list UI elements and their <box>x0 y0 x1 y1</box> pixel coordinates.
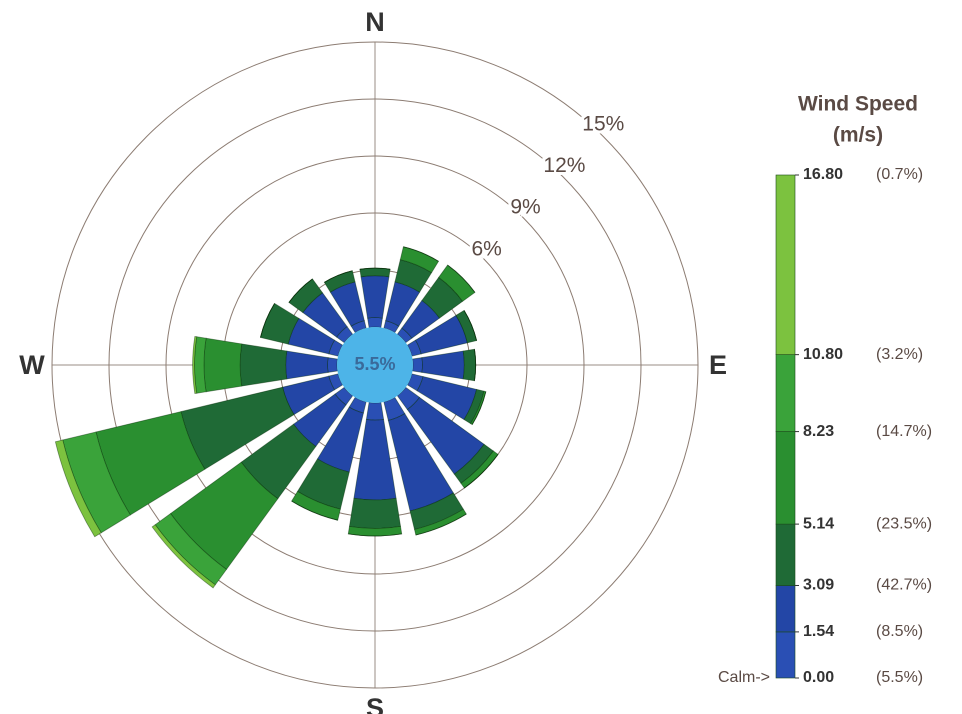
legend-tick-label: 10.80 <box>803 346 843 363</box>
bar-segment <box>324 270 353 283</box>
bar-segment <box>421 276 464 319</box>
bar-segment <box>285 350 329 380</box>
bar-segment <box>54 439 102 538</box>
ring-label: 6% <box>471 237 501 260</box>
bar-segment <box>347 525 403 537</box>
bar-segment <box>348 497 402 529</box>
bar-segment <box>385 281 421 327</box>
legend-tick-label: 16.80 <box>803 166 843 183</box>
bar-segment <box>359 267 391 278</box>
bar-segment <box>470 390 487 426</box>
direction-label: W <box>19 350 45 380</box>
legend-title: (m/s) <box>833 124 883 147</box>
bar-segment <box>194 336 207 394</box>
bar-segment <box>367 317 383 328</box>
bar-segment <box>323 270 356 293</box>
legend-share: (5.5%) <box>876 669 923 686</box>
legend-swatch <box>775 354 796 432</box>
calm-circle <box>337 327 413 403</box>
calm-label: 5.5% <box>354 354 395 374</box>
legend-swatch <box>775 174 796 355</box>
bar-segment <box>460 450 499 489</box>
bar-segment <box>401 299 441 339</box>
legend-swatch <box>775 431 796 525</box>
bar-segment <box>353 418 397 501</box>
bar-segment <box>327 357 338 373</box>
legend-share: (23.5%) <box>876 515 932 532</box>
bar-segment <box>414 314 468 355</box>
legend-swatch <box>775 585 796 633</box>
bar-segment <box>288 278 324 314</box>
bar-segment <box>348 533 402 537</box>
bar-segment <box>360 275 390 319</box>
legend-tick-label: 1.54 <box>803 623 834 640</box>
bar-segment <box>365 402 385 421</box>
direction-label: S <box>366 693 384 714</box>
bar-segment <box>259 302 300 345</box>
bar-segment <box>455 309 478 344</box>
bar-segment <box>192 336 198 394</box>
legend-share: (3.2%) <box>876 346 923 363</box>
bar-segment <box>203 337 243 393</box>
bar-segment <box>282 375 336 416</box>
ring-label: 15% <box>582 112 624 135</box>
bar-segment <box>297 458 350 510</box>
legend-swatch <box>775 523 796 586</box>
bar-segment <box>348 533 402 537</box>
calm-legend-label: Calm-> <box>718 669 770 686</box>
ring <box>108 98 642 632</box>
bar-segment <box>413 508 467 536</box>
bar-segment <box>291 490 341 521</box>
legend-share: (0.7%) <box>876 166 923 183</box>
legend-title: Wind Speed <box>798 93 918 116</box>
bar-segment <box>260 303 275 338</box>
legend-tick-label: 8.23 <box>803 423 834 440</box>
legend-tick-label: 3.09 <box>803 577 834 594</box>
bar-segment <box>406 396 485 475</box>
bar-segment <box>260 303 275 338</box>
legend-share: (8.5%) <box>876 623 923 640</box>
bar-segment <box>260 303 275 338</box>
ring <box>165 155 585 575</box>
bar-segment <box>412 357 423 373</box>
ring-label: 12% <box>543 154 585 177</box>
ring-label: 9% <box>510 196 540 219</box>
bar-segment <box>324 270 353 283</box>
bar-segment <box>239 343 288 387</box>
legend-swatch <box>775 631 796 679</box>
legend-tick-label: 5.14 <box>803 515 834 532</box>
legend-tick-label: 0.00 <box>803 669 834 686</box>
bar-segment <box>151 524 216 589</box>
bar-segment <box>421 350 465 380</box>
bar-segment <box>302 292 348 338</box>
legend-share: (14.7%) <box>876 423 932 440</box>
direction-label: N <box>365 7 385 37</box>
bar-segment <box>62 431 131 534</box>
direction-label: E <box>709 350 727 380</box>
legend-share: (42.7%) <box>876 577 932 594</box>
bar-segment <box>394 259 433 293</box>
ring <box>51 41 699 689</box>
bar-segment <box>324 270 353 283</box>
bar-segment <box>462 348 477 382</box>
